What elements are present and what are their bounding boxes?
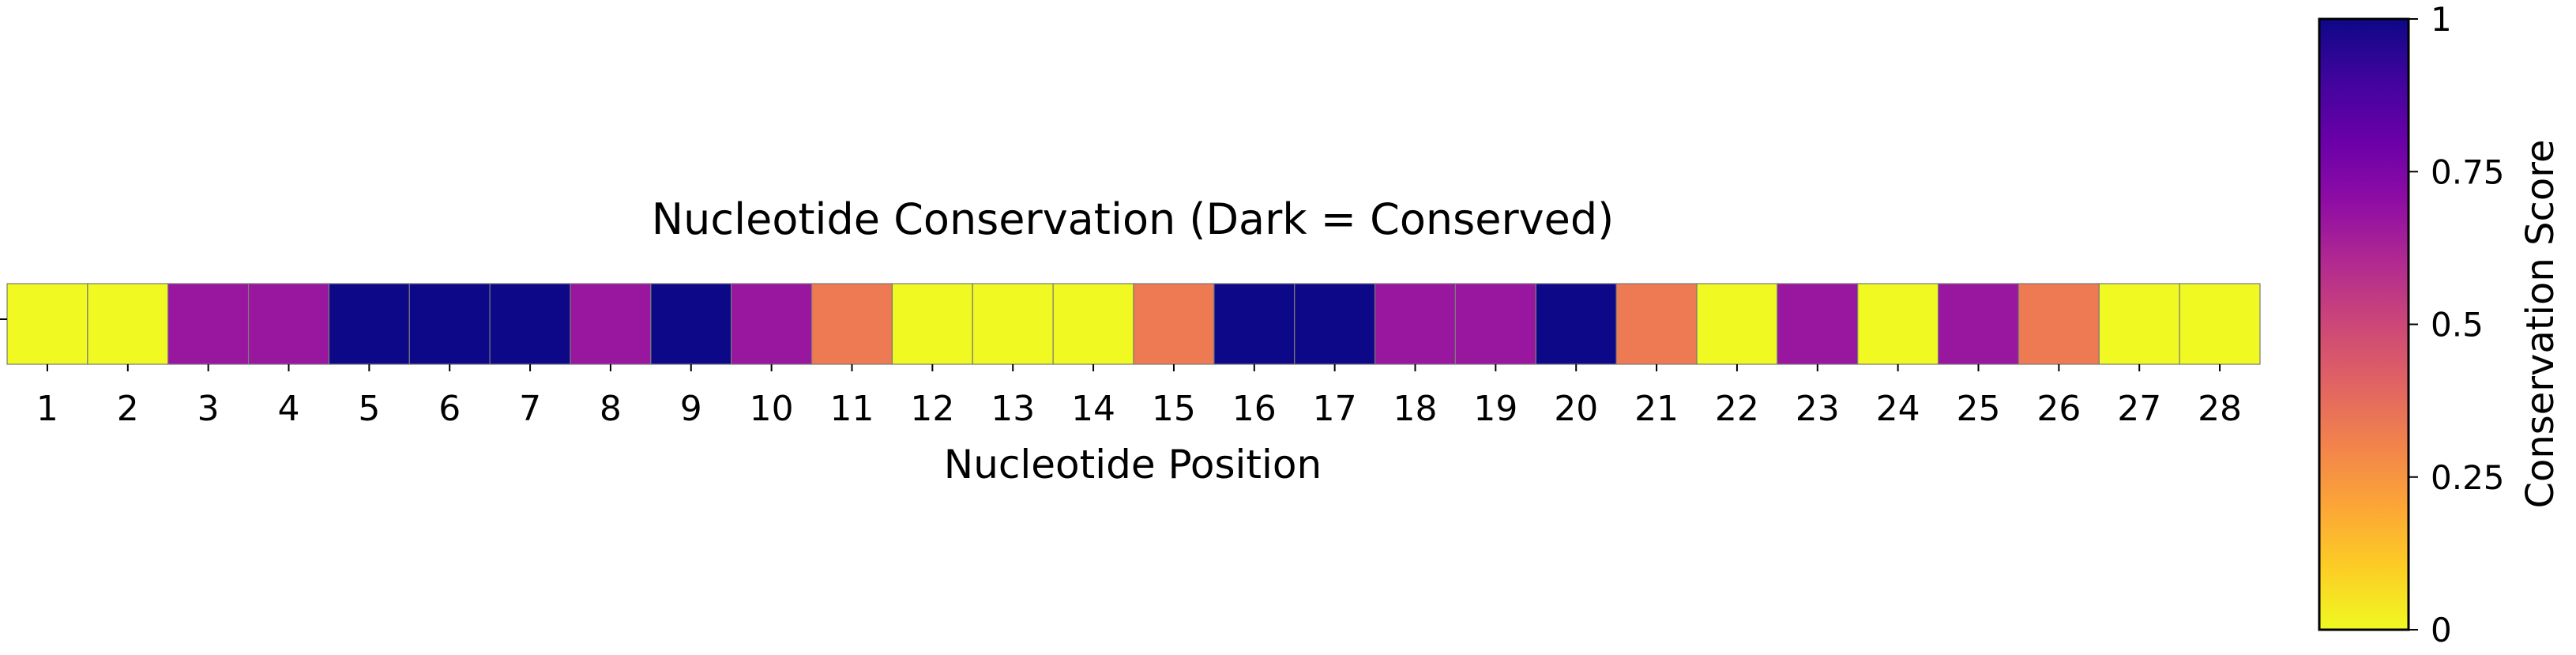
colorbar-label: Conservation Score: [2518, 139, 2563, 508]
x-tick-label: 28: [2198, 389, 2242, 429]
heatmap-cell: [1052, 283, 1134, 365]
x-tick-label: 8: [600, 389, 622, 429]
x-tick-label: 22: [1715, 389, 1759, 429]
heatmap-cell: [6, 283, 88, 365]
heatmap-cells: [6, 283, 2261, 365]
x-tick-label: 4: [278, 389, 300, 429]
heatmap-cell: [167, 283, 250, 365]
x-tick-label: 27: [2117, 389, 2161, 429]
x-axis-label: Nucleotide Position: [944, 442, 1322, 487]
x-tick-label: 26: [2036, 389, 2081, 429]
heatmap-cell: [1294, 283, 1376, 365]
x-tick-label: 3: [197, 389, 220, 429]
x-tick-label: 21: [1634, 389, 1679, 429]
heatmap-cell: [2179, 283, 2261, 365]
heatmap-cell: [1937, 283, 2020, 365]
heatmap-cell: [328, 283, 410, 365]
heatmap-cell: [1696, 283, 1778, 365]
heatmap-cell: [810, 283, 893, 365]
x-tick-label: 20: [1554, 389, 1598, 429]
heatmap-cell: [489, 283, 571, 365]
heatmap-cell: [570, 283, 652, 365]
colorbar-ticks: 0 0.25 0.5 0.75 1: [2409, 0, 2505, 649]
x-tick-label: 19: [1473, 389, 1517, 429]
heatmap-cell: [408, 283, 491, 365]
heatmap-cell: [1535, 283, 1617, 365]
heatmap-cell: [1857, 283, 1939, 365]
heatmap-cell: [2018, 283, 2100, 365]
x-tick-label: 15: [1152, 389, 1196, 429]
colorbar-tick-label: 0.5: [2431, 306, 2484, 344]
x-axis-ticks: 1 2 3 4 5 6 7 8 9 10 11 12 13 14 15 16 17 18 19 20 21 22 23 24 2…: [36, 364, 2242, 429]
heatmap-cell: [1133, 283, 1215, 365]
x-tick-label: 6: [438, 389, 461, 429]
x-tick-label: 18: [1393, 389, 1438, 429]
colorbar-tick-label: 1: [2431, 0, 2452, 39]
x-tick-label: 24: [1876, 389, 1920, 429]
x-tick-label: 14: [1071, 389, 1115, 429]
x-tick-label: 9: [680, 389, 702, 429]
heatmap-cell: [731, 283, 813, 365]
x-tick-label: 23: [1796, 389, 1840, 429]
heatmap-cell: [1615, 283, 1698, 365]
heatmap-cell: [891, 283, 973, 365]
x-tick-label: 17: [1313, 389, 1357, 429]
heatmap-cell: [2098, 283, 2180, 365]
x-tick-label: 11: [830, 389, 874, 429]
colorbar-tick-label: 0: [2431, 611, 2452, 649]
heatmap-cell: [1374, 283, 1457, 365]
x-tick-label: 10: [750, 389, 794, 429]
heatmap-cell: [1454, 283, 1536, 365]
heatmap-cell: [650, 283, 732, 365]
colorbar-tick-label: 0.25: [2431, 458, 2505, 497]
x-tick-label: 13: [991, 389, 1035, 429]
colorbar: [2318, 17, 2410, 631]
x-tick-label: 12: [910, 389, 954, 429]
heatmap-cell: [1213, 283, 1296, 365]
chart-title: Nucleotide Conservation (Dark = Conserve…: [652, 194, 1614, 244]
heatmap-cell: [1777, 283, 1859, 365]
colorbar-tick-label: 0.75: [2431, 152, 2505, 191]
heatmap-cell: [972, 283, 1054, 365]
x-tick-label: 5: [358, 389, 380, 429]
x-tick-label: 1: [36, 389, 58, 429]
x-tick-label: 16: [1232, 389, 1277, 429]
x-tick-label: 2: [117, 389, 139, 429]
heatmap-cell: [247, 283, 330, 365]
x-tick-label: 25: [1957, 389, 2001, 429]
x-tick-label: 7: [519, 389, 541, 429]
heatmap-cell: [87, 283, 169, 365]
